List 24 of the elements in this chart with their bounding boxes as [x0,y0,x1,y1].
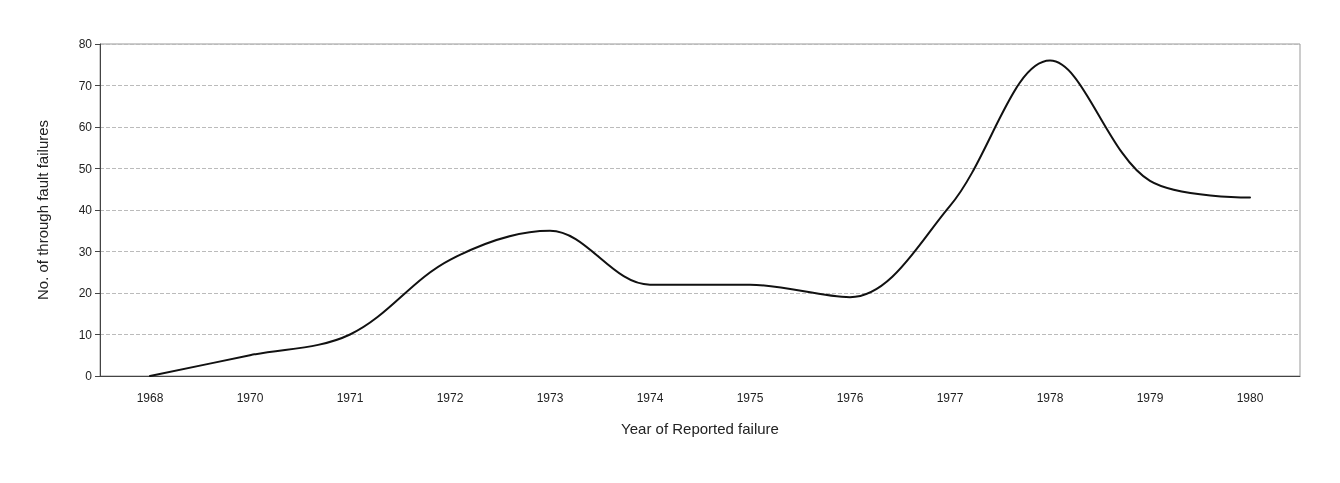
y-tick-label: 60 [78,120,93,134]
x-tick-label: 1980 [1236,391,1264,405]
x-tick-label: 1977 [936,391,964,405]
x-tick-label: 1970 [236,391,264,405]
x-tick-label: 1972 [436,391,464,405]
y-tick-label: 30 [78,244,93,259]
x-tick-label: 1978 [1036,391,1064,405]
x-tick-label: 1975 [736,391,764,405]
x-tick-label: 1979 [1136,391,1164,405]
y-tick-label: 20 [78,286,93,300]
y-tick-label: 0 [85,369,93,383]
y-tick-label: 10 [78,327,93,342]
y-tick-label: 80 [78,37,93,51]
x-axis-title: Year of Reported failure [621,420,779,437]
x-tick-label: 1974 [636,391,664,405]
y-tick-label: 40 [78,203,93,217]
y-axis-title: No. of through fault failures [34,119,51,301]
line-series [149,59,1251,377]
x-tick-label: 1971 [336,391,364,405]
x-tick-label: 1973 [536,391,564,405]
x-tick-label: 1976 [836,391,864,405]
x-tick-label: 1968 [136,391,164,405]
y-tick-label: 70 [78,78,93,93]
y-tick-label: 50 [78,161,93,176]
